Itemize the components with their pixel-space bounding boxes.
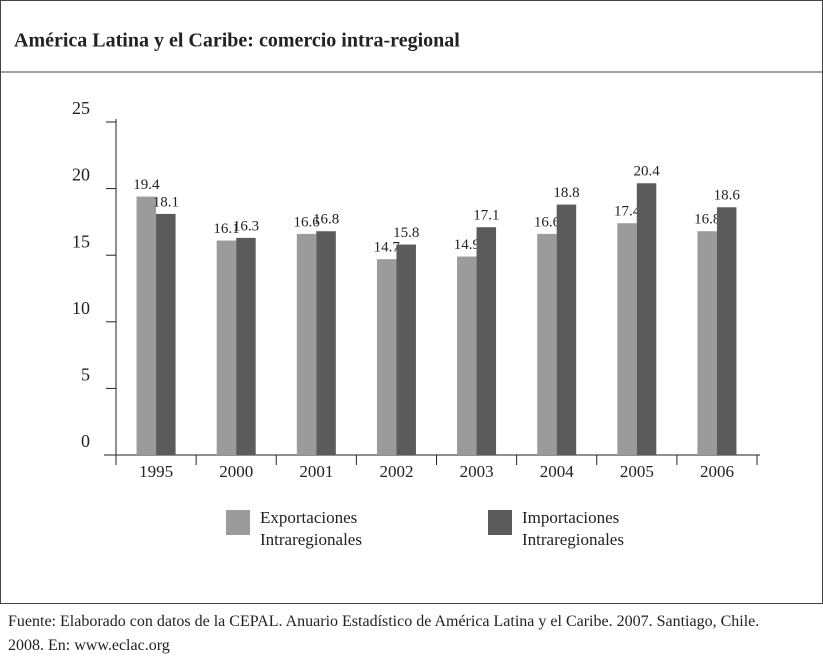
source-note: Fuente: Elaborado con datos de la CEPAL.… xyxy=(8,613,760,654)
y-tick-label: 10 xyxy=(72,298,90,318)
bar xyxy=(236,237,256,455)
legend-swatch xyxy=(226,510,250,535)
value-label: 16.1 xyxy=(213,221,239,237)
bar xyxy=(697,231,717,455)
legend-label: Importaciones Intraregionales xyxy=(522,508,624,549)
value-label: 15.8 xyxy=(393,225,419,241)
bar xyxy=(216,240,237,455)
bar xyxy=(396,244,416,455)
bar xyxy=(556,204,577,455)
value-label: 16.3 xyxy=(233,218,259,234)
y-tick-label: 5 xyxy=(81,365,90,385)
bar xyxy=(457,256,477,455)
source-box: Fuente: Elaborado con datos de la CEPAL.… xyxy=(8,613,760,654)
x-tick-label: 2005 xyxy=(620,462,654,481)
bar xyxy=(296,233,317,455)
value-label: 18.1 xyxy=(153,194,179,210)
bar xyxy=(636,183,657,455)
value-label: 18.6 xyxy=(714,188,741,204)
legend-swatch xyxy=(488,510,512,535)
bar xyxy=(716,207,737,455)
bar xyxy=(316,231,336,455)
x-tick-label: 2002 xyxy=(379,462,413,481)
value-label: 20.4 xyxy=(633,164,660,180)
x-tick-label: 2003 xyxy=(460,462,494,481)
bar xyxy=(156,213,176,455)
value-label: 16.8 xyxy=(313,212,339,228)
legend-box: Exportaciones Intraregionales xyxy=(260,508,362,549)
value-label: 17.1 xyxy=(473,208,499,224)
y-tick-label: 15 xyxy=(72,231,90,251)
value-label: 17.4 xyxy=(614,204,641,220)
value-label: 16.6 xyxy=(293,214,320,230)
value-label: 16.6 xyxy=(534,214,561,230)
x-tick-label: 2006 xyxy=(700,462,734,481)
value-label: 14.9 xyxy=(454,237,480,253)
x-tick-label: 2004 xyxy=(540,462,575,481)
legend-box: Importaciones Intraregionales xyxy=(522,508,624,549)
x-tick-label: 1995 xyxy=(139,462,173,481)
x-tick-label: 2001 xyxy=(299,462,333,481)
bar xyxy=(617,223,637,455)
bar xyxy=(136,196,157,456)
y-tick-label: 0 xyxy=(81,431,90,451)
x-tick-label: 2000 xyxy=(219,462,253,481)
value-label: 18.8 xyxy=(553,185,579,201)
value-label: 14.7 xyxy=(374,240,401,256)
value-label: 19.4 xyxy=(133,177,160,193)
y-tick-label: 25 xyxy=(72,98,90,118)
bar xyxy=(376,259,397,455)
bar xyxy=(476,227,497,455)
bar xyxy=(537,233,557,455)
value-label: 16.8 xyxy=(694,212,720,228)
legend-label: Exportaciones Intraregionales xyxy=(260,508,362,549)
chart-title: América Latina y el Caribe: comercio int… xyxy=(14,30,460,52)
y-tick-label: 20 xyxy=(72,165,90,185)
